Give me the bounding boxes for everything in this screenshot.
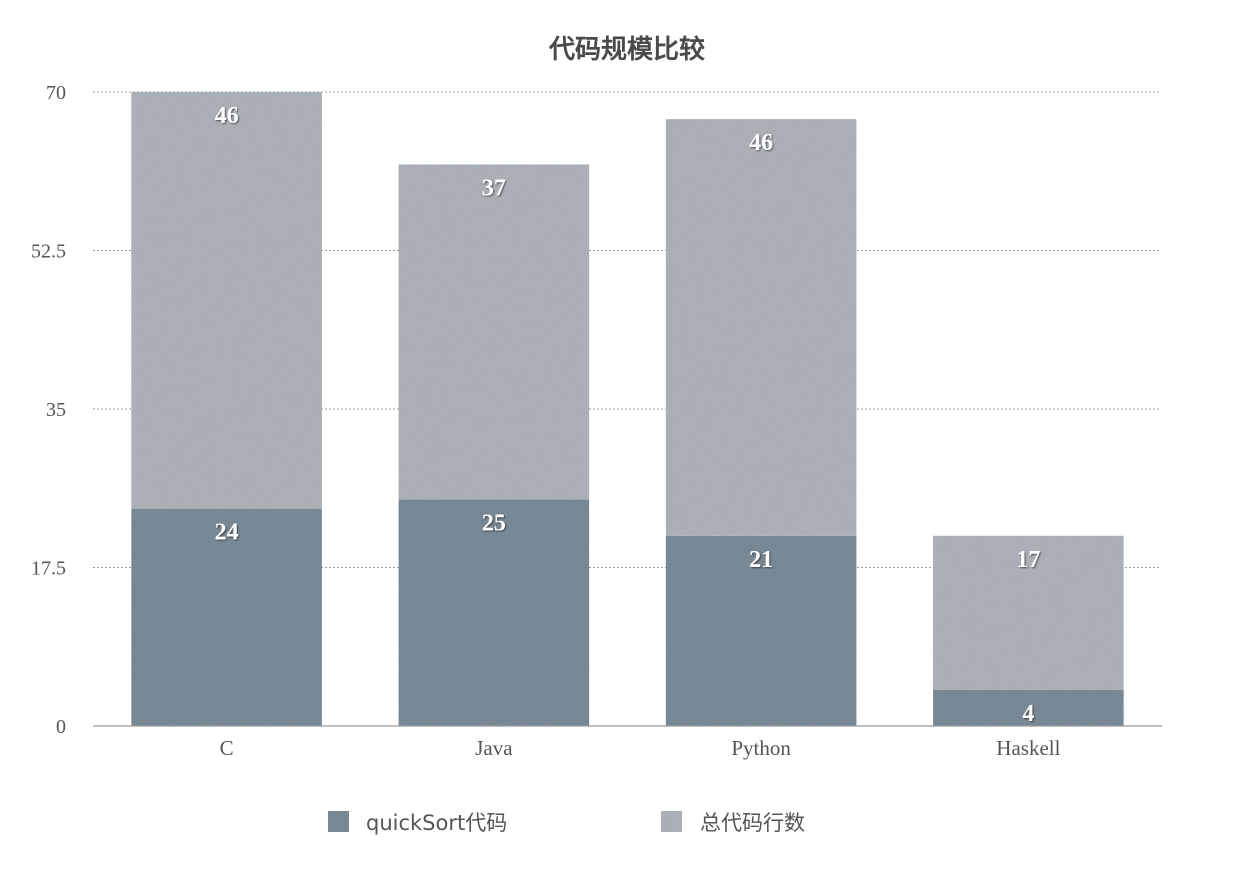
y-tick-label: 70 [46, 82, 66, 104]
x-category-label: Python [731, 736, 791, 760]
bar-python-series-0[interactable] [665, 535, 857, 726]
data-label: 25 [482, 511, 506, 537]
x-category-label: Java [475, 736, 513, 760]
data-label: 37 [482, 175, 506, 201]
data-label: 4 [1022, 701, 1034, 727]
y-tick-label: 52.5 [31, 241, 66, 263]
bar-haskell-series-0[interactable] [933, 689, 1124, 726]
legend-label-quicksort: quickSort代码 [366, 811, 507, 835]
x-category-label: Haskell [996, 736, 1060, 760]
chart-title: 代码规模比较 [548, 34, 705, 65]
bar-c-series-0[interactable] [131, 508, 322, 726]
bar-c-series-1[interactable] [131, 92, 322, 509]
bar-java-series-1[interactable] [398, 164, 590, 500]
data-label: 46 [215, 103, 239, 129]
data-label: 46 [749, 130, 773, 156]
legend-item-total-lines[interactable]: 总代码行数 [661, 811, 805, 835]
x-category-label: C [220, 736, 234, 760]
data-labels: 24 46 25 37 21 46 4 17 [215, 103, 1041, 727]
legend-swatch-quicksort [328, 811, 349, 832]
legend-swatch-total-lines [661, 811, 682, 832]
y-tick-label: 17.5 [31, 558, 66, 580]
x-axis-categories: C Java Python Haskell [220, 736, 1061, 760]
bars [131, 92, 1124, 726]
legend: quickSort代码 总代码行数 [328, 811, 805, 835]
data-label: 17 [1016, 547, 1040, 573]
data-label: 24 [215, 520, 239, 546]
bar-python-series-1[interactable] [665, 119, 857, 536]
bar-haskell-series-1[interactable] [933, 535, 1124, 690]
y-tick-label: 35 [46, 399, 66, 421]
data-label: 21 [749, 547, 773, 573]
bar-java-series-0[interactable] [398, 499, 590, 726]
y-tick-label: 0 [56, 716, 66, 738]
legend-label-total-lines: 总代码行数 [700, 811, 805, 835]
legend-item-quicksort[interactable]: quickSort代码 [328, 811, 507, 835]
y-axis-ticks: 0 17.5 35 52.5 70 [31, 82, 66, 738]
